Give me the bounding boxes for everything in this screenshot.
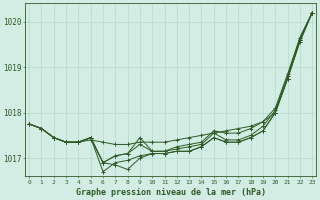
X-axis label: Graphe pression niveau de la mer (hPa): Graphe pression niveau de la mer (hPa) <box>76 188 266 197</box>
